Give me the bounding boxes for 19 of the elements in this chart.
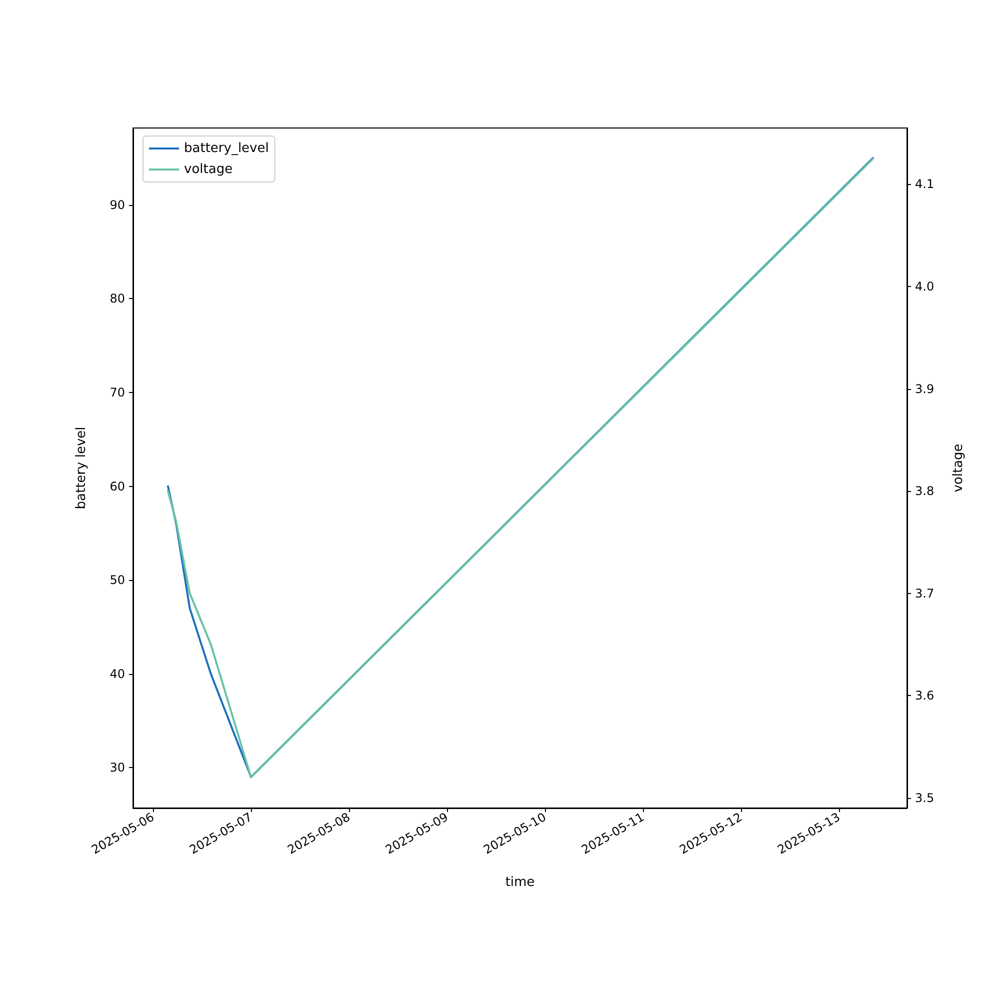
y-tick-label: 40 bbox=[110, 666, 125, 681]
y-tick-label: 60 bbox=[110, 479, 125, 494]
y-tick-label: 30 bbox=[110, 760, 125, 775]
x-axis-title: time bbox=[505, 875, 535, 890]
y2-tick-label: 3.7 bbox=[915, 586, 934, 600]
y-tick-label: 90 bbox=[110, 198, 125, 212]
y-tick-label: 80 bbox=[110, 292, 125, 306]
y2-tick-label: 3.9 bbox=[915, 382, 934, 396]
y2-tick-label: 3.6 bbox=[915, 688, 934, 703]
y2-tick-label: 3.5 bbox=[915, 790, 934, 805]
y-tick-label: 70 bbox=[110, 385, 125, 400]
y2-tick-label: 3.8 bbox=[915, 484, 934, 498]
y2-axis-title: voltage bbox=[951, 444, 966, 492]
y2-tick-label: 4.1 bbox=[915, 177, 934, 192]
y2-tick-label: 4.0 bbox=[915, 279, 934, 294]
y-tick-label: 50 bbox=[110, 573, 125, 588]
y-axis-title: battery level bbox=[74, 426, 89, 510]
legend-label: battery_level bbox=[184, 141, 269, 156]
legend-label: voltage bbox=[184, 162, 233, 177]
